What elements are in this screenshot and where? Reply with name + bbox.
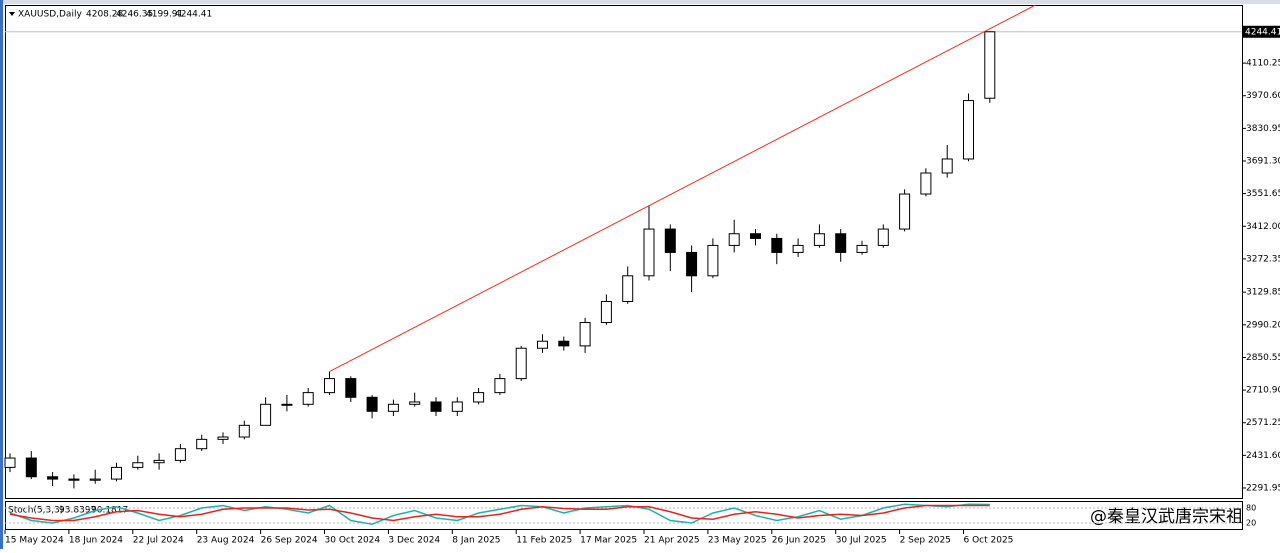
candle-body bbox=[558, 340, 570, 347]
candle-body bbox=[750, 233, 761, 239]
x-tick-label: 2 Sep 2025 bbox=[900, 536, 951, 546]
ohlc-low: 4199.91 bbox=[146, 10, 183, 20]
candle-body bbox=[963, 100, 974, 160]
candle-body bbox=[494, 378, 506, 394]
candle-body bbox=[813, 233, 825, 246]
ohlc-open: 4208.28 bbox=[86, 10, 123, 20]
y-tick-label: 2571.25 bbox=[1246, 418, 1280, 428]
candle-body bbox=[856, 244, 868, 253]
candle-body bbox=[899, 193, 911, 230]
main-panel bbox=[5, 5, 1243, 499]
candle-body bbox=[47, 476, 59, 480]
candle-body bbox=[409, 401, 421, 405]
candle-body bbox=[728, 233, 740, 246]
last-price-box bbox=[1242, 25, 1280, 38]
stoch-k: 93.8397 bbox=[59, 506, 96, 516]
y-tick-label: 2850.55 bbox=[1246, 353, 1280, 363]
candle-body bbox=[579, 322, 591, 347]
x-tick-label: 6 Oct 2025 bbox=[964, 536, 1014, 546]
candle-body bbox=[25, 457, 37, 478]
candle-body bbox=[430, 401, 442, 412]
window-edge bbox=[0, 0, 3, 549]
stoch-d: 90.1817 bbox=[91, 506, 128, 516]
candle-body bbox=[600, 301, 612, 324]
y-tick-label: 2291.95 bbox=[1246, 483, 1280, 493]
x-tick-label: 11 Feb 2025 bbox=[516, 536, 572, 546]
candle-body bbox=[920, 172, 932, 195]
x-tick-label: 8 Jan 2025 bbox=[452, 536, 500, 546]
stoch-line bbox=[9, 503, 990, 526]
stoch-label: Stoch(5,3,3) bbox=[8, 506, 63, 516]
y-tick-label: 3551.65 bbox=[1246, 189, 1280, 199]
candle-body bbox=[984, 31, 996, 99]
x-tick-label: 23 Aug 2024 bbox=[197, 536, 255, 546]
candle-body bbox=[771, 237, 783, 253]
candle-body bbox=[238, 424, 250, 438]
candle-body bbox=[707, 244, 719, 277]
last-price-label: 4244.41 bbox=[1245, 27, 1280, 37]
candle-body bbox=[281, 403, 293, 406]
candle-body bbox=[196, 438, 208, 450]
candle-body bbox=[643, 228, 655, 277]
menu-arrow bbox=[9, 12, 15, 16]
candle-body bbox=[366, 396, 378, 412]
x-tick-label: 30 Jul 2025 bbox=[836, 536, 887, 546]
y-tick-label: 3830.95 bbox=[1246, 124, 1280, 134]
tab-strip bbox=[0, 0, 1280, 4]
y-tick-label: 2710.90 bbox=[1246, 386, 1280, 396]
candle-body bbox=[132, 462, 144, 468]
y-tick-label: 2431.60 bbox=[1246, 451, 1280, 461]
y-tick-label: 4110.25 bbox=[1246, 59, 1280, 69]
candle-body bbox=[622, 275, 634, 303]
y-tick-label: 3970.60 bbox=[1246, 91, 1280, 101]
y-tick-label: 3691.30 bbox=[1246, 157, 1280, 167]
x-tick-label: 15 May 2024 bbox=[5, 536, 64, 546]
x-tick-label: 18 Jun 2024 bbox=[69, 536, 123, 546]
candle-body bbox=[324, 378, 335, 394]
candle-body bbox=[174, 448, 186, 461]
y-tick-label: 3129.85 bbox=[1246, 288, 1280, 298]
symbol: XAUUSD,Daily bbox=[18, 10, 82, 20]
x-tick-label: 23 May 2025 bbox=[708, 536, 767, 546]
candle-body bbox=[664, 228, 676, 253]
candle-body bbox=[686, 251, 698, 277]
candle-body bbox=[387, 403, 399, 412]
candle-body bbox=[153, 459, 165, 464]
y-tick-label: 2990.20 bbox=[1246, 320, 1280, 330]
candle-body bbox=[473, 392, 485, 403]
x-tick-label: 22 Jul 2024 bbox=[133, 536, 184, 546]
x-tick-label: 26 Jun 2025 bbox=[772, 536, 826, 546]
candle-body bbox=[835, 233, 847, 253]
candle-body bbox=[451, 401, 463, 412]
candle-body bbox=[111, 466, 122, 480]
candle-body bbox=[345, 378, 357, 398]
y-tick-label: 3412.00 bbox=[1246, 222, 1280, 232]
stoch-line bbox=[9, 504, 990, 522]
y-tick-label: 3272.35 bbox=[1246, 254, 1280, 264]
x-tick-label: 30 Oct 2024 bbox=[325, 536, 381, 546]
stoch-tick-label: 80 bbox=[1246, 504, 1256, 513]
ohlc-close: 4244.41 bbox=[175, 10, 212, 20]
x-tick-label: 3 Dec 2024 bbox=[388, 536, 440, 546]
candle-body bbox=[302, 392, 314, 405]
ohlc-high: 4246.35 bbox=[116, 10, 153, 20]
candle-body bbox=[877, 228, 889, 246]
candle-body bbox=[941, 158, 953, 174]
candle-body bbox=[89, 478, 101, 481]
candle-body bbox=[792, 244, 804, 253]
x-tick-label: 17 Mar 2025 bbox=[580, 536, 637, 546]
candle-body bbox=[260, 403, 272, 426]
x-tick-label: 26 Sep 2024 bbox=[261, 536, 318, 546]
x-tick-label: 21 Apr 2025 bbox=[644, 536, 700, 546]
candle-body bbox=[68, 478, 80, 481]
candle-body bbox=[4, 457, 16, 468]
stoch-tick-label: 20 bbox=[1246, 519, 1256, 528]
trendline bbox=[329, 4, 1036, 373]
candle-body bbox=[515, 347, 527, 380]
watermark: @秦皇汉武唐宗宋祖 bbox=[1090, 506, 1243, 527]
candle-body bbox=[537, 340, 548, 349]
candle-body bbox=[217, 436, 229, 440]
